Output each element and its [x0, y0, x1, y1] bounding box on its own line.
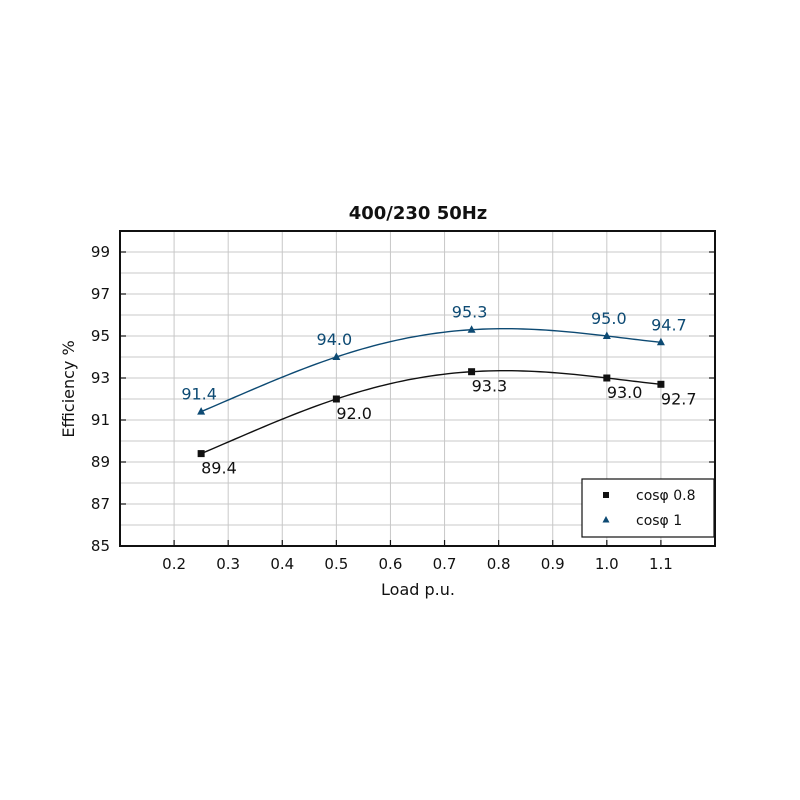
- legend-label: cosφ 0.8: [636, 488, 696, 504]
- x-tick-label: 1.1: [649, 555, 673, 573]
- data-label: 92.0: [336, 404, 372, 423]
- y-axis-label: Efficiency %: [59, 340, 78, 437]
- data-label: 93.3: [472, 377, 508, 396]
- y-tick-label: 91: [91, 411, 110, 429]
- data-label: 95.3: [452, 303, 488, 322]
- data-label: 94.7: [651, 315, 687, 334]
- data-labels: 89.4 92.0 93.3 93.0 92.7 91.4 94.0 95.3 95.0 94.7: [181, 303, 696, 478]
- y-tick-label: 85: [91, 537, 110, 555]
- x-tick-label: 0.3: [216, 555, 240, 573]
- data-point-triangle: [197, 407, 206, 415]
- data-point-square: [657, 380, 665, 388]
- series-line: [200, 369, 661, 455]
- data-point-square: [603, 374, 611, 382]
- chart-title: 400/230 50Hz: [349, 203, 488, 224]
- data-point-square: [468, 368, 476, 376]
- x-tick-label: 0.9: [541, 555, 565, 573]
- series-markers: [197, 325, 665, 458]
- x-tick-label: 0.5: [324, 555, 348, 573]
- data-label: 91.4: [181, 385, 217, 404]
- x-tick-label: 0.2: [162, 555, 186, 573]
- axis-ticks: 0.2 0.3 0.4 0.5 0.6 0.7 0.8 0.9 1.0 1.1 85 87 89 91 93…: [91, 243, 715, 573]
- data-label: 93.0: [607, 383, 643, 402]
- x-tick-label: 1.0: [595, 555, 619, 573]
- y-tick-label: 93: [91, 369, 110, 387]
- data-point-square: [332, 395, 340, 403]
- x-tick-label: 0.4: [270, 555, 294, 573]
- y-tick-label: 97: [91, 285, 110, 303]
- data-point-triangle: [656, 337, 665, 346]
- legend-marker-triangle: [602, 516, 610, 523]
- data-label: 95.0: [591, 309, 627, 328]
- x-tick-label: 0.8: [487, 555, 511, 573]
- x-axis-label: Load p.u.: [381, 580, 455, 599]
- y-tick-label: 87: [91, 495, 110, 513]
- y-tick-label: 89: [91, 453, 110, 471]
- data-point-triangle: [332, 352, 341, 360]
- y-tick-label: 95: [91, 327, 110, 345]
- legend-label: cosφ 1: [636, 513, 682, 529]
- data-label: 89.4: [201, 459, 237, 478]
- series-line: [200, 327, 661, 413]
- x-tick-label: 0.6: [379, 555, 403, 573]
- x-tick-label: 0.7: [433, 555, 457, 573]
- data-label: 92.7: [661, 389, 697, 408]
- legend-marker-square: [603, 492, 609, 498]
- legend: cosφ 0.8 cosφ 1: [581, 478, 715, 538]
- data-point-triangle: [467, 325, 476, 333]
- y-tick-label: 99: [91, 243, 110, 261]
- data-label: 94.0: [317, 330, 353, 349]
- data-point-triangle: [602, 331, 611, 339]
- series-curves: [200, 327, 661, 455]
- data-point-square: [197, 450, 205, 458]
- legend-box: [581, 478, 715, 538]
- plot-frame: [119, 230, 716, 547]
